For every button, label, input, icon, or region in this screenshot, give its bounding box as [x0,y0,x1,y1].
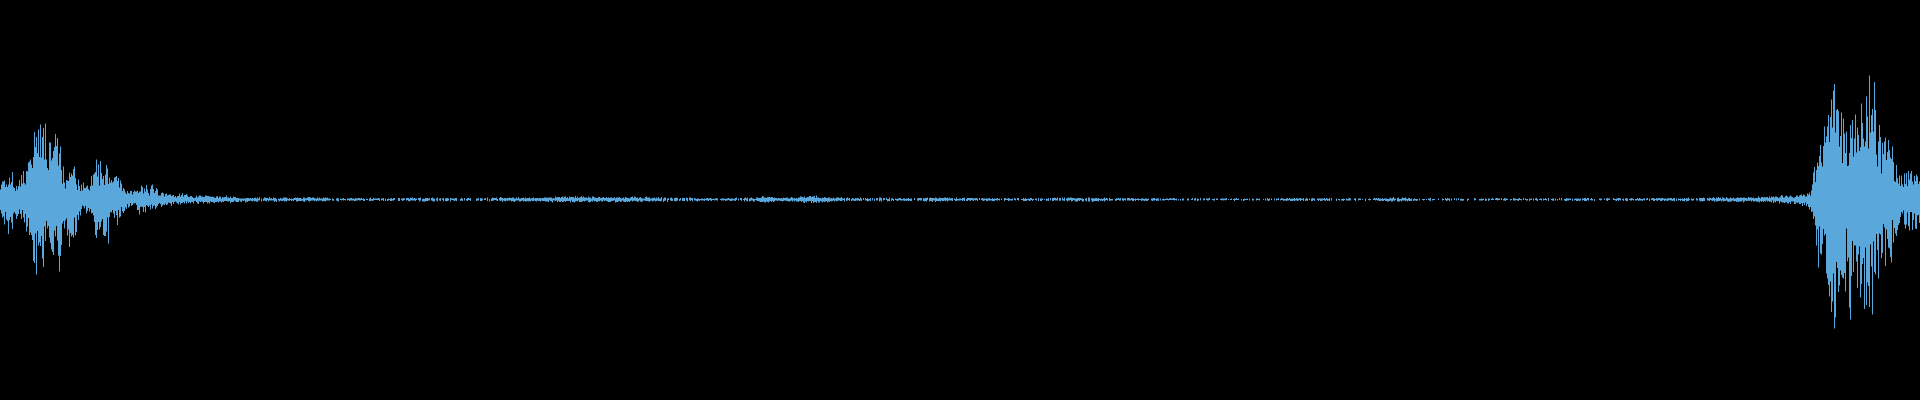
waveform-path [0,75,1920,329]
